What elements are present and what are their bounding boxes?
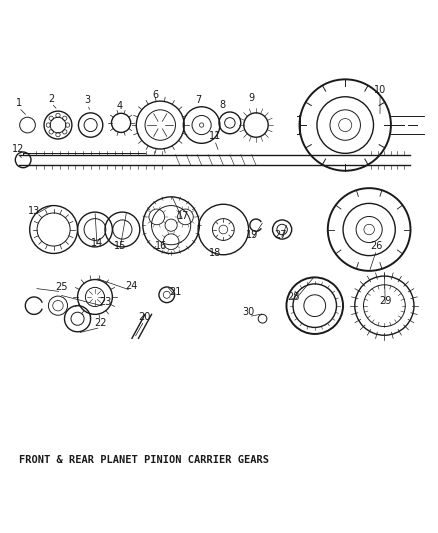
- Text: 7: 7: [195, 95, 201, 105]
- Text: 24: 24: [125, 281, 137, 291]
- Text: 4: 4: [117, 101, 123, 111]
- Text: 25: 25: [55, 282, 68, 293]
- Text: 9: 9: [249, 93, 255, 103]
- Text: 16: 16: [155, 241, 168, 251]
- Text: 13: 13: [28, 206, 40, 216]
- Text: FRONT & REAR PLANET PINION CARRIER GEARS: FRONT & REAR PLANET PINION CARRIER GEARS: [19, 455, 269, 465]
- Text: 20: 20: [138, 312, 150, 321]
- Text: 28: 28: [288, 292, 300, 302]
- Text: 3: 3: [85, 95, 91, 105]
- Text: 18: 18: [209, 248, 222, 259]
- Text: 30: 30: [243, 307, 255, 317]
- Text: 17: 17: [177, 212, 190, 221]
- Text: 26: 26: [371, 240, 383, 251]
- Text: 21: 21: [170, 287, 182, 297]
- Text: 14: 14: [91, 238, 103, 247]
- Text: 19: 19: [246, 230, 258, 240]
- Text: 10: 10: [374, 85, 386, 95]
- Text: 2: 2: [48, 94, 55, 104]
- Text: 23: 23: [99, 297, 111, 307]
- Text: 6: 6: [153, 90, 159, 100]
- Text: 8: 8: [219, 100, 226, 110]
- Text: 12: 12: [12, 144, 24, 154]
- Text: 15: 15: [113, 240, 126, 251]
- Text: 27: 27: [275, 230, 287, 240]
- Text: 22: 22: [94, 318, 107, 328]
- Text: 11: 11: [208, 131, 221, 141]
- Text: 29: 29: [379, 296, 392, 306]
- Text: 1: 1: [16, 98, 22, 108]
